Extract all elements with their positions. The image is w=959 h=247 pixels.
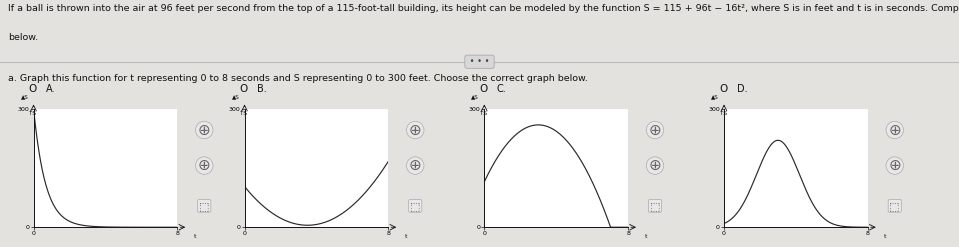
Text: ⊕: ⊕: [648, 123, 662, 138]
Text: O: O: [240, 84, 248, 94]
Text: a. Graph this function for t representing 0 to 8 seconds and S representing 0 to: a. Graph this function for t representin…: [8, 74, 588, 83]
Text: ↑S: ↑S: [479, 111, 488, 116]
Text: ▲S: ▲S: [232, 94, 240, 99]
Text: B.: B.: [257, 84, 267, 94]
Text: ▲S: ▲S: [712, 94, 719, 99]
Text: ⊕: ⊕: [198, 123, 211, 138]
Text: ↑S: ↑S: [28, 111, 37, 116]
Text: t: t: [405, 234, 407, 239]
Text: ▲S: ▲S: [21, 94, 29, 99]
Text: O: O: [719, 84, 728, 94]
Text: t: t: [884, 234, 886, 239]
Text: If a ball is thrown into the air at 96 feet per second from the top of a 115-foo: If a ball is thrown into the air at 96 f…: [8, 4, 959, 13]
Text: O: O: [29, 84, 37, 94]
Text: ⊕: ⊕: [888, 158, 901, 173]
Text: ⬚: ⬚: [199, 201, 209, 211]
Text: C.: C.: [497, 84, 506, 94]
Text: ⬚: ⬚: [410, 201, 420, 211]
Text: ↑S: ↑S: [718, 111, 728, 116]
Text: below.: below.: [8, 33, 37, 42]
Text: ↑S: ↑S: [239, 111, 248, 116]
Text: ⊕: ⊕: [648, 158, 662, 173]
Text: ⊕: ⊕: [198, 158, 211, 173]
Text: ⬚: ⬚: [890, 201, 900, 211]
Text: • • •: • • •: [467, 57, 492, 66]
Text: ⊕: ⊕: [409, 123, 422, 138]
Text: ▲S: ▲S: [472, 94, 480, 99]
Text: ⊕: ⊕: [409, 158, 422, 173]
Text: ⊕: ⊕: [888, 123, 901, 138]
Text: t: t: [194, 234, 196, 239]
Text: A.: A.: [46, 84, 56, 94]
Text: t: t: [644, 234, 646, 239]
Text: ⬚: ⬚: [650, 201, 660, 211]
Text: D.: D.: [737, 84, 747, 94]
Text: O: O: [480, 84, 488, 94]
